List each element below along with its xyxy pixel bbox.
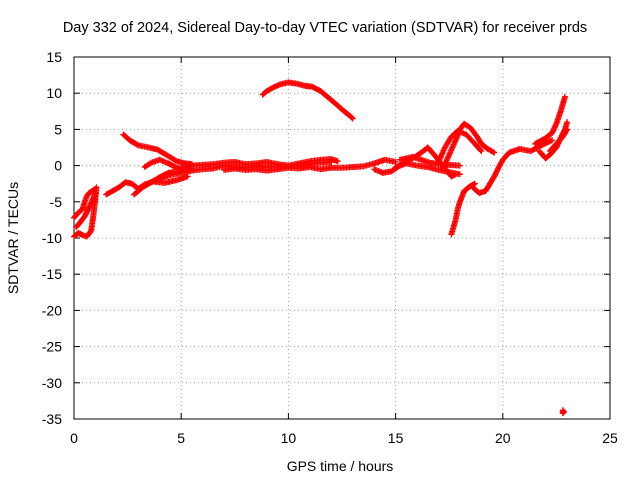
data-point <box>561 93 568 100</box>
y-tick-label: -30 <box>42 375 62 391</box>
data-point <box>549 137 556 144</box>
y-tick-label: -15 <box>42 266 62 282</box>
y-tick-label: -35 <box>42 411 62 427</box>
x-tick-label: 5 <box>177 430 185 446</box>
y-tick-label: 10 <box>46 85 62 101</box>
y-tick-label: -25 <box>42 339 62 355</box>
x-tick-label: 15 <box>388 430 404 446</box>
data-point <box>560 408 567 415</box>
data-points <box>71 79 571 417</box>
data-point <box>478 148 485 155</box>
data-point <box>471 180 478 187</box>
data-point <box>564 126 571 133</box>
x-tick-label: 25 <box>602 430 618 446</box>
x-tick-label: 10 <box>281 430 297 446</box>
data-point <box>172 157 179 164</box>
chart-title: Day 332 of 2024, Sidereal Day-to-day VTE… <box>63 20 587 36</box>
data-point <box>489 148 496 155</box>
data-point <box>491 149 498 156</box>
x-axis-label: GPS time / hours <box>287 458 394 474</box>
y-axis-label: SDTVAR / TECUs <box>5 182 21 294</box>
y-tick-label: 5 <box>54 121 62 137</box>
data-point <box>564 119 571 126</box>
data-point <box>134 141 141 148</box>
y-tick-label: 15 <box>46 49 62 65</box>
data-point <box>456 162 463 169</box>
x-tick-label: 0 <box>70 430 78 446</box>
data-point <box>392 158 399 165</box>
data-point <box>92 190 99 197</box>
x-tick-label: 20 <box>495 430 511 446</box>
y-tick-label: -5 <box>50 194 63 210</box>
data-point <box>349 115 356 122</box>
y-tick-label: -20 <box>42 302 62 318</box>
data-point <box>348 114 355 121</box>
y-tick-label: 0 <box>54 158 62 174</box>
data-point <box>334 158 341 165</box>
y-tick-label: -10 <box>42 230 62 246</box>
data-point <box>563 127 570 134</box>
data-point <box>456 171 463 178</box>
axis-ticks: 0 5 10 15 20 25 15 10 5 0 -5 -10 -15 -20 -25 -30 -35 <box>42 49 618 446</box>
data-point <box>477 147 484 154</box>
